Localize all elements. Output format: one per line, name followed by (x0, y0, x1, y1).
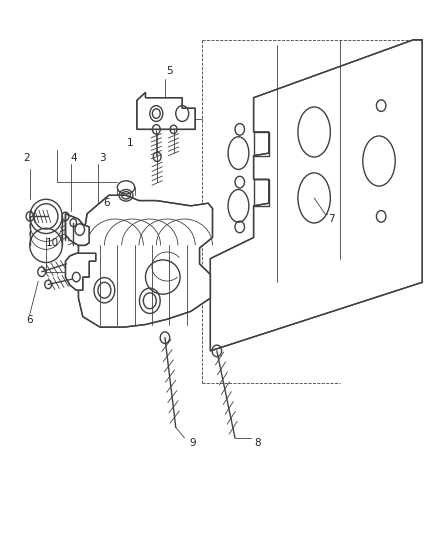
Polygon shape (137, 92, 195, 130)
Polygon shape (210, 39, 422, 351)
Text: 9: 9 (190, 438, 196, 448)
Polygon shape (66, 253, 96, 290)
Text: 1: 1 (127, 138, 134, 148)
Text: 3: 3 (99, 154, 106, 164)
Text: 2: 2 (23, 154, 30, 164)
Text: 8: 8 (254, 438, 261, 448)
Text: 6: 6 (26, 316, 33, 325)
Text: 7: 7 (328, 214, 335, 224)
Text: 6: 6 (103, 198, 110, 208)
Text: 4: 4 (71, 154, 78, 164)
Text: 10: 10 (46, 238, 59, 248)
Polygon shape (78, 195, 212, 327)
Polygon shape (66, 214, 89, 245)
Text: 5: 5 (166, 66, 173, 76)
